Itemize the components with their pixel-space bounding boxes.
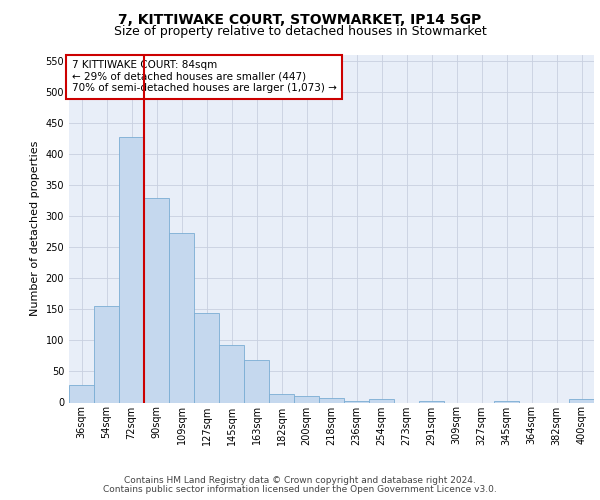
Bar	[194, 312, 219, 402]
Text: Contains HM Land Registry data © Crown copyright and database right 2024.: Contains HM Land Registry data © Crown c…	[124, 476, 476, 485]
Bar	[69, 385, 94, 402]
Bar	[369, 400, 394, 402]
Text: Size of property relative to detached houses in Stowmarket: Size of property relative to detached ho…	[113, 25, 487, 38]
Bar	[344, 400, 369, 402]
Bar	[494, 400, 519, 402]
Bar	[119, 137, 144, 402]
Bar	[294, 396, 319, 402]
Bar	[219, 346, 244, 403]
Bar	[244, 360, 269, 403]
Bar	[144, 198, 169, 402]
Text: 7 KITTIWAKE COURT: 84sqm
← 29% of detached houses are smaller (447)
70% of semi-: 7 KITTIWAKE COURT: 84sqm ← 29% of detach…	[71, 60, 337, 94]
Bar	[169, 233, 194, 402]
Bar	[94, 306, 119, 402]
Text: 7, KITTIWAKE COURT, STOWMARKET, IP14 5GP: 7, KITTIWAKE COURT, STOWMARKET, IP14 5GP	[118, 12, 482, 26]
Bar	[269, 394, 294, 402]
Text: Contains public sector information licensed under the Open Government Licence v3: Contains public sector information licen…	[103, 485, 497, 494]
Y-axis label: Number of detached properties: Number of detached properties	[30, 141, 40, 316]
Bar	[569, 400, 594, 402]
Bar	[319, 398, 344, 402]
